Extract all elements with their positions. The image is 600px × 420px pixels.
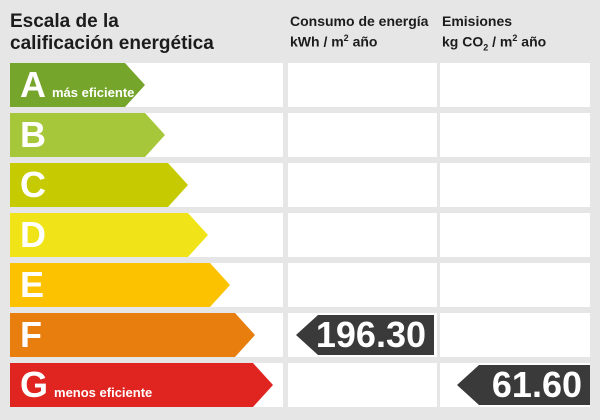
emisiones-cell bbox=[440, 113, 590, 157]
emisiones-cell bbox=[440, 263, 590, 307]
consumo-cell bbox=[288, 113, 437, 157]
page-title: Escala de la calificación energética bbox=[10, 11, 214, 55]
rating-letter: F bbox=[20, 314, 42, 355]
consumo-value: 196.30 bbox=[315, 314, 426, 355]
rating-letter: G bbox=[20, 364, 49, 405]
emisiones-cell bbox=[440, 213, 590, 257]
emisiones-column-header: Emisiones kg CO2 / m2 año bbox=[442, 13, 546, 56]
consumo-column-header: Consumo de energía kWh / m2 año bbox=[290, 13, 428, 51]
rating-letter: B bbox=[20, 114, 46, 155]
emisiones-value: 61.60 bbox=[491, 364, 582, 405]
scale-row-c: C bbox=[0, 163, 600, 207]
rating-letter: D bbox=[20, 214, 46, 255]
rating-arrow-e: E bbox=[10, 263, 230, 307]
emisiones-cell bbox=[440, 163, 590, 207]
rating-letter: E bbox=[20, 264, 45, 305]
rating-arrow-c: C bbox=[10, 163, 188, 207]
rating-label: más eficiente bbox=[52, 85, 135, 100]
page-title-line2: calificación energética bbox=[10, 33, 214, 54]
scale-row-d: D bbox=[0, 213, 600, 257]
emisiones-cell bbox=[440, 313, 590, 357]
rating-label: menos eficiente bbox=[54, 385, 153, 400]
rating-letter: A bbox=[20, 64, 46, 105]
emisiones-header-unit: kg CO2 / m2 año bbox=[442, 33, 547, 53]
scale-row-g: G menos eficiente bbox=[0, 363, 600, 407]
consumo-cell bbox=[288, 163, 437, 207]
emisiones-cell bbox=[440, 63, 590, 107]
scale-row-b: B bbox=[0, 113, 600, 157]
consumo-value-arrow: 196.30 bbox=[296, 315, 434, 355]
rating-arrow-f: F bbox=[10, 313, 255, 357]
consumo-cell bbox=[288, 63, 437, 107]
consumo-header-title: Consumo de energía bbox=[290, 13, 429, 29]
scale-row-a: A más eficiente bbox=[0, 63, 600, 107]
emisiones-value-arrow: 61.60 bbox=[457, 365, 590, 405]
consumo-cell bbox=[288, 213, 437, 257]
rating-arrow-a: A más eficiente bbox=[10, 63, 145, 107]
rating-letter: C bbox=[20, 164, 46, 205]
scale-row-e: E bbox=[0, 263, 600, 307]
rating-arrow-d: D bbox=[10, 213, 208, 257]
rating-arrow-g: G menos eficiente bbox=[10, 363, 273, 407]
rating-arrow-b: B bbox=[10, 113, 165, 157]
consumo-header-unit: kWh / m2 año bbox=[290, 33, 378, 50]
consumo-cell bbox=[288, 263, 437, 307]
consumo-cell bbox=[288, 363, 437, 407]
emisiones-header-title: Emisiones bbox=[442, 13, 513, 29]
page-title-line1: Escala de la bbox=[10, 11, 119, 32]
